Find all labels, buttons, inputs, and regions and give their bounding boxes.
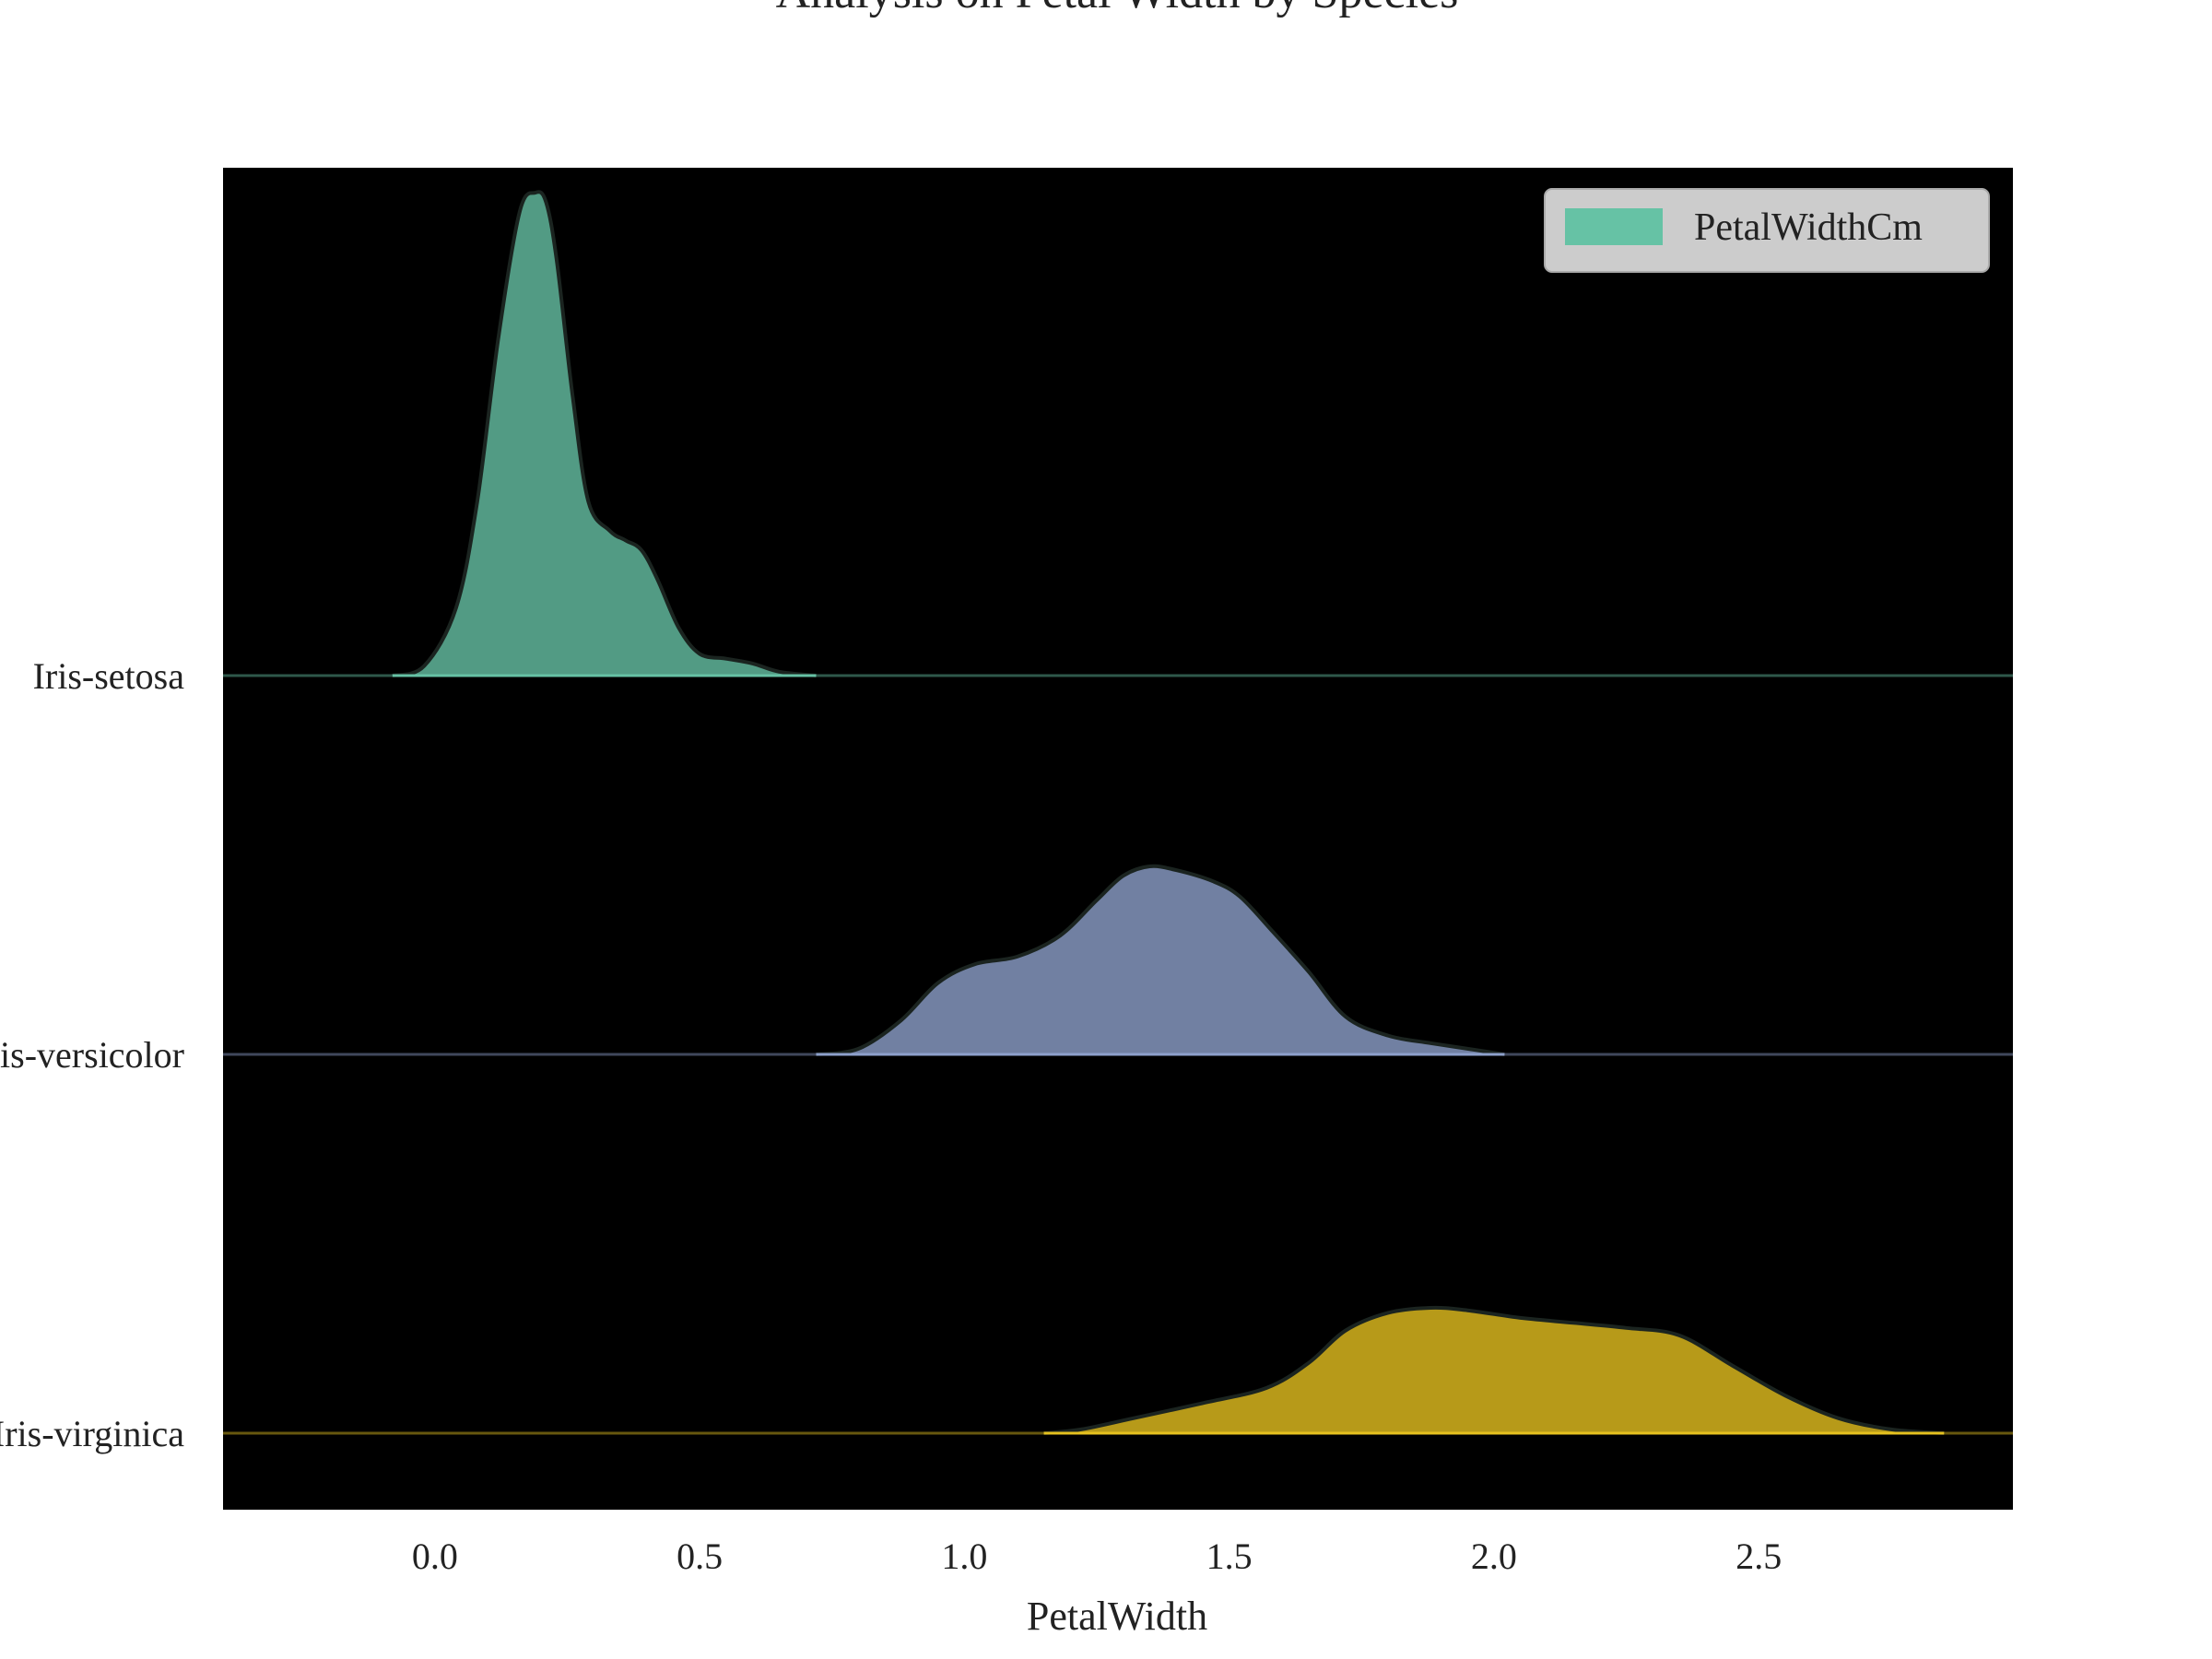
x-tick-label: 0.5 xyxy=(677,1535,723,1577)
y-tick-label: Iris-virginica xyxy=(0,1413,184,1454)
x-tick-label: 2.5 xyxy=(1735,1535,1782,1577)
legend[interactable]: PetalWidthCm xyxy=(1544,188,1990,273)
ridge-outline-2 xyxy=(816,864,1505,1056)
y-tick-label: Iris-versicolor xyxy=(0,1034,184,1076)
y-tick-label: Iris-setosa xyxy=(33,655,185,697)
x-tick-label: 2.0 xyxy=(1471,1535,1517,1577)
ridge-outline-3 xyxy=(1043,1305,1945,1435)
x-tick-label: 0.0 xyxy=(412,1535,458,1577)
x-axis: 0.0 0.5 1.0 1.5 2.0 2.5 xyxy=(412,1535,1782,1577)
legend-swatch xyxy=(1565,208,1663,245)
ridge-area-1 xyxy=(392,192,817,676)
chart-title: Analysis on Petal Width by Species xyxy=(776,0,1459,18)
plot-area xyxy=(223,168,2013,1510)
ridge-area-2 xyxy=(816,865,1505,1054)
ridge-area-3 xyxy=(1043,1307,1945,1433)
x-tick-label: 1.5 xyxy=(1206,1535,1253,1577)
x-axis-label: PetalWidth xyxy=(1027,1594,1207,1639)
ridges-layer xyxy=(223,190,2013,1435)
ridge-outline-1 xyxy=(392,190,817,677)
x-tick-label: 1.0 xyxy=(941,1535,987,1577)
legend-label: PetalWidthCm xyxy=(1694,206,1923,249)
y-tick-labels: Iris-setosa Iris-versicolor Iris-virginica xyxy=(0,655,184,1454)
